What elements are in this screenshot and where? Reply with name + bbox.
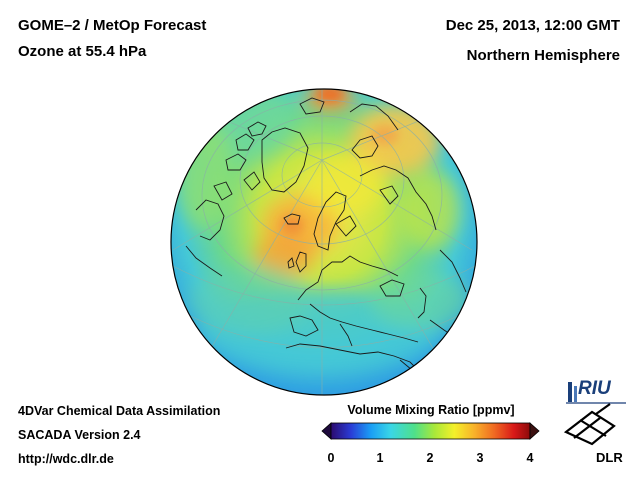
dlr-logo-text: DLR <box>596 450 623 465</box>
riu-logo-text: RIU <box>578 378 611 399</box>
colorbar-tick: 1 <box>376 451 384 465</box>
colorbar-max-arrow <box>529 422 540 440</box>
colorbar-tick: 0 <box>327 451 335 465</box>
globe-outline <box>170 88 478 396</box>
colorbar-tick: 3 <box>476 451 484 465</box>
footer-url: http://wdc.dlr.de <box>18 452 114 466</box>
colorbar-title: Volume Mixing Ratio [ppmv] <box>347 403 515 417</box>
title-line2: Ozone at 55.4 hPa <box>18 43 147 60</box>
globe <box>171 89 477 395</box>
region-label: Northern Hemisphere <box>466 47 620 64</box>
date-label: Dec 25, 2013, 12:00 GMT <box>445 17 620 34</box>
title-line1: GOME–2 / MetOp Forecast <box>18 17 207 34</box>
colorbar-min-arrow <box>321 422 332 440</box>
footer-method: 4DVar Chemical Data Assimilation <box>18 404 221 418</box>
colorbar-gradient <box>330 422 531 440</box>
colorbar-tick: 4 <box>526 451 534 465</box>
footer-version: SACADA Version 2.4 <box>18 428 141 442</box>
riu-logo <box>566 382 626 404</box>
colorbar <box>321 422 540 440</box>
coastlines <box>185 97 467 389</box>
dlr-logo <box>563 403 616 446</box>
colorbar-tick: 2 <box>426 451 434 465</box>
